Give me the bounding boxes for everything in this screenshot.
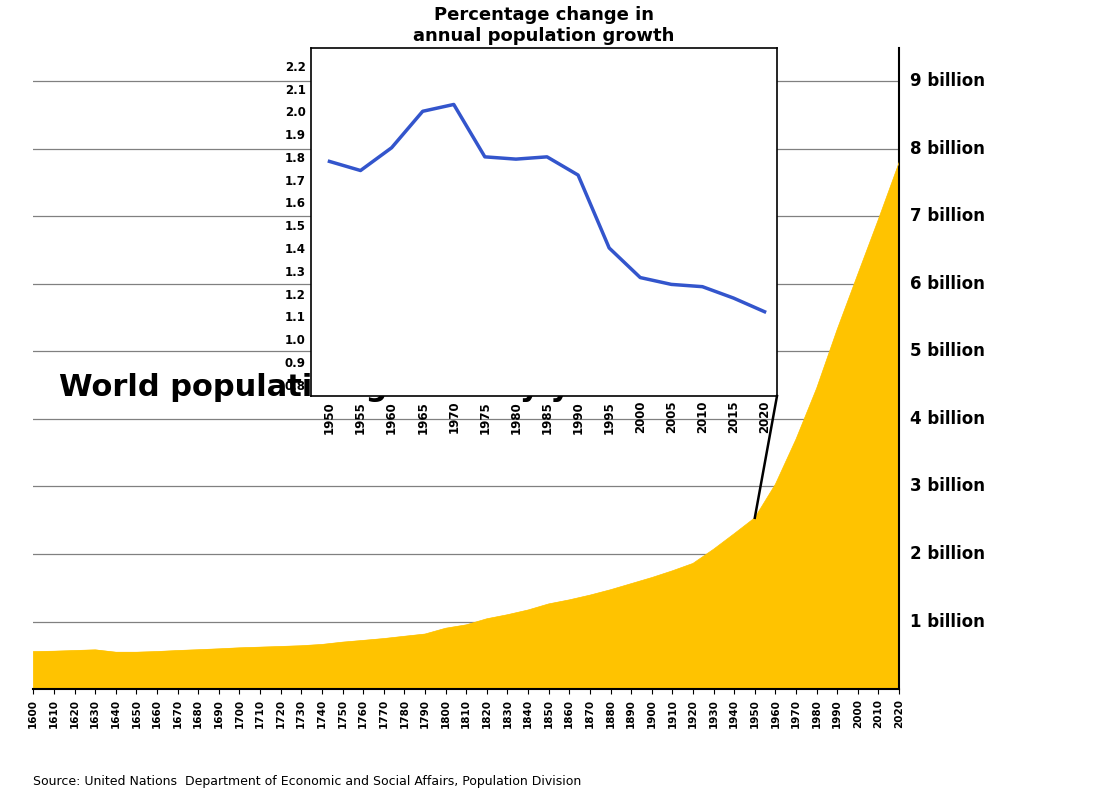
Text: World population growth by year: World population growth by year [59, 373, 627, 402]
Text: 5 billion: 5 billion [910, 342, 985, 360]
Text: 9 billion: 9 billion [910, 72, 986, 90]
Text: Source: United Nations  Department of Economic and Social Affairs, Population Di: Source: United Nations Department of Eco… [33, 775, 582, 788]
Title: Percentage change in
annual population growth: Percentage change in annual population g… [413, 6, 675, 44]
Text: 4 billion: 4 billion [910, 410, 986, 428]
Text: 7 billion: 7 billion [910, 208, 986, 226]
Text: 6 billion: 6 billion [910, 275, 985, 293]
Text: 1 billion: 1 billion [910, 612, 985, 630]
Text: 3 billion: 3 billion [910, 478, 986, 496]
Text: 8 billion: 8 billion [910, 140, 985, 158]
Text: 2 billion: 2 billion [910, 545, 986, 563]
